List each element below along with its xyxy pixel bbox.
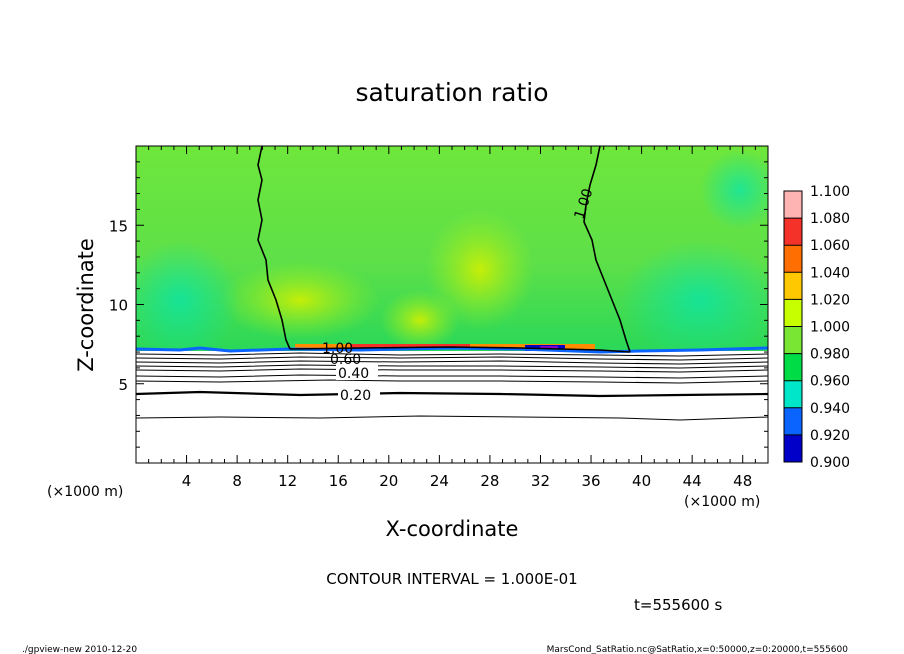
contour-0.20 [136, 415, 768, 421]
plot-area: 1.00 1.00 0.60 0.40 0.20 [136, 146, 768, 463]
colorbar-label: 0.960 [810, 374, 850, 390]
subsaturation-blob [620, 240, 768, 360]
x-tick-label: 48 [733, 472, 752, 490]
contour-1.00-left [257, 146, 291, 350]
x-tick-label: 44 [683, 472, 702, 490]
contour-1.00-top [289, 346, 631, 353]
contour-1.00-right [583, 146, 631, 353]
colorbar-swatch [784, 245, 802, 273]
contour-line [136, 374, 768, 379]
shaded-features [136, 150, 768, 360]
x-tick-label: 12 [278, 472, 297, 490]
x-tick-label: 24 [430, 472, 449, 490]
colorbar-swatch [784, 407, 802, 435]
colorbar-swatch [784, 326, 802, 354]
cloud-edge-line [136, 346, 768, 354]
x-axis-label: X-coordinate [386, 517, 519, 541]
y-tick-label: 15 [109, 217, 128, 235]
x-tick-label: 20 [379, 472, 398, 490]
contour-line [136, 352, 768, 357]
footer-right: MarsCond_SatRatio.nc@SatRatio,x=0:50000,… [547, 645, 849, 654]
contour-0.60 [136, 368, 768, 373]
time-text: t=555600 s [634, 596, 722, 614]
contour-label: 0.40 [338, 366, 369, 382]
contour-line [136, 360, 768, 365]
colorbar-swatch [784, 299, 802, 327]
colorbar-swatch [784, 218, 802, 246]
colorbar-label: 1.040 [810, 265, 850, 281]
colorbar-swatch [784, 380, 802, 408]
x-tick-label: 28 [480, 472, 499, 490]
colorbar-label: 0.980 [810, 347, 850, 363]
colorbar-label: 0.900 [810, 455, 850, 471]
colorbar-label: 1.000 [810, 320, 850, 336]
near-saturation-blob [425, 210, 535, 330]
contour-label-backdrop [338, 386, 380, 402]
colorbar-label: 1.060 [810, 238, 850, 254]
x-tick-label: 4 [182, 472, 192, 490]
contour-0.30 [136, 390, 768, 398]
contour-0.40 [136, 379, 768, 384]
x-axis-ticks: 4 8 12 16 20 24 28 32 36 40 44 48 [148, 146, 756, 490]
contour-line [136, 356, 768, 361]
contour-label-backdrop [336, 364, 378, 380]
colorbar-swatch [784, 434, 802, 462]
x-tick-label: 16 [329, 472, 348, 490]
y-tick-label: 5 [118, 376, 128, 394]
x-tick-label: 8 [232, 472, 242, 490]
colorbar-label: 0.920 [810, 428, 850, 444]
contour-lines [136, 146, 768, 421]
x-tick-label: 40 [632, 472, 651, 490]
x-unit-label-right: (×1000 m) [684, 494, 760, 510]
near-saturation-blob [220, 260, 380, 340]
y-axis-ticks: 5 10 15 [109, 161, 768, 448]
colorbar-swatch [784, 191, 802, 219]
subsaturation-blob [700, 150, 768, 230]
colorbar-label: 1.020 [810, 292, 850, 308]
subsaturation-blob [136, 240, 240, 360]
contour-label: 1.00 [322, 341, 353, 357]
colorbar: 1.100 1.080 1.060 1.040 1.020 1.000 0.980 0.960… [783, 184, 850, 471]
colorbar-swatch [784, 272, 802, 300]
x-unit-label-left: (×1000 m) [47, 484, 123, 500]
x-tick-label: 36 [581, 472, 600, 490]
x-tick-label: 32 [531, 472, 550, 490]
chart-title: saturation ratio [355, 78, 548, 107]
y-tick-label: 10 [109, 297, 128, 315]
contour-line [136, 364, 768, 369]
colorbar-label: 0.940 [810, 401, 850, 417]
colorbar-swatch [784, 353, 802, 381]
y-axis-label: Z-coordinate [74, 238, 98, 372]
colorbar-label: 1.100 [810, 184, 850, 200]
contour-interval-text: CONTOUR INTERVAL = 1.000E-01 [326, 570, 577, 588]
footer-left: ./gpview-new 2010-12-20 [22, 645, 137, 654]
colorbar-label: 1.080 [810, 211, 850, 227]
contour-label: 0.20 [340, 388, 371, 404]
